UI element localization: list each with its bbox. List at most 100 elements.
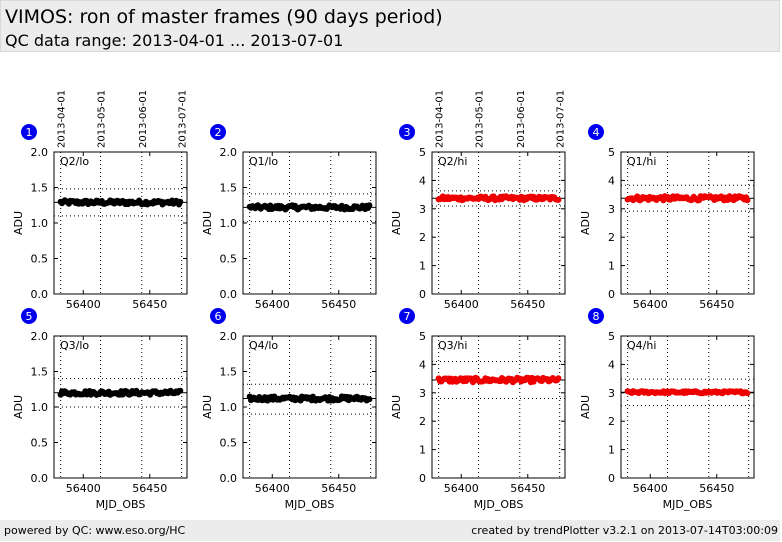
panel-badge: [588, 308, 604, 324]
y-tick-label: 1: [419, 260, 426, 273]
y-tick-label: 0: [419, 288, 426, 301]
y-tick-label: 0: [419, 472, 426, 485]
panel-label: Q3/lo: [60, 339, 89, 352]
panel-badge: [399, 124, 415, 140]
panel-badge: [210, 308, 226, 324]
header-bar: VIMOS: ron of master frames (90 days per…: [0, 0, 780, 52]
date-axis-label: 2013-04-01: [435, 90, 446, 148]
y-tick-label: 0.0: [220, 288, 238, 301]
panel-badge: [21, 308, 37, 324]
y-tick-label: 4: [608, 358, 615, 371]
panel-badge-number: 5: [26, 310, 33, 323]
plot-frame: [620, 151, 755, 295]
y-tick-label: 2: [608, 231, 615, 244]
panel-badge-number: 7: [404, 310, 411, 323]
y-tick-label: 1.0: [220, 401, 238, 414]
panel-badge-number: 4: [593, 126, 600, 139]
x-tick-label: 56400: [255, 482, 290, 495]
panel-badge-number: 6: [215, 310, 222, 323]
plot-frame: [242, 151, 377, 295]
panel-badge-number: 2: [215, 126, 222, 139]
y-tick-label: 5: [608, 330, 615, 343]
x-axis-label: MJD_OBS: [474, 498, 524, 511]
panel-label: Q1/lo: [249, 155, 278, 168]
data-point: [555, 196, 562, 203]
x-tick-label: 56450: [132, 482, 167, 495]
chart-panel-7: 7 0 1 2 3 4 5 56400 56450 ADU MJD_OBS Q3/hi: [390, 308, 566, 511]
y-axis-label: ADU: [201, 211, 214, 235]
y-tick-label: 3: [419, 387, 426, 400]
panel-label: Q4/lo: [249, 339, 278, 352]
y-tick-label: 4: [608, 174, 615, 187]
y-tick-label: 3: [608, 203, 615, 216]
footer-generator: created by trendPlotter v3.2.1 on 2013-0…: [471, 524, 778, 537]
x-tick-label: 56450: [699, 482, 734, 495]
y-tick-label: 5: [608, 146, 615, 159]
y-tick-label: 1.5: [31, 182, 49, 195]
y-tick-label: 4: [419, 174, 426, 187]
chart-panel-2: 2 0.0 0.5 1.0 1.5 2.0 56400 56450 ADU Q1/lo: [201, 124, 377, 311]
date-axis-label: 2013-05-01: [97, 90, 108, 148]
panel-badge: [210, 124, 226, 140]
date-axis-label: 2013-05-01: [475, 90, 486, 148]
chart-panel-6: 6 0.0 0.5 1.0 1.5 2.0 56400 56450 ADU MJD_OBS Q4/l…: [201, 308, 377, 511]
data-point: [555, 375, 562, 382]
y-tick-label: 4: [419, 358, 426, 371]
data-point: [177, 198, 184, 205]
x-tick-label: 56450: [510, 298, 545, 311]
y-tick-label: 0: [608, 288, 615, 301]
y-axis-label: ADU: [390, 211, 403, 235]
plot-frame: [620, 335, 755, 479]
y-axis-label: ADU: [201, 395, 214, 419]
date-axis-label: 2013-06-01: [138, 90, 149, 148]
panel-label: Q2/lo: [60, 155, 89, 168]
panel-badge: [21, 124, 37, 140]
y-axis-label: ADU: [12, 395, 25, 419]
chart-panel-5: 5 0.0 0.5 1.0 1.5 2.0 56400 56450 ADU MJD_OBS Q3/l…: [12, 308, 188, 511]
x-axis-label: MJD_OBS: [96, 498, 146, 511]
y-tick-label: 1.0: [31, 401, 49, 414]
y-tick-label: 2.0: [220, 330, 238, 343]
y-tick-label: 2.0: [220, 146, 238, 159]
y-tick-label: 0.0: [31, 288, 49, 301]
y-tick-label: 1: [608, 260, 615, 273]
data-point: [744, 197, 751, 204]
panel-label: Q4/hi: [627, 339, 656, 352]
x-tick-label: 56400: [633, 298, 668, 311]
y-tick-label: 2: [608, 415, 615, 428]
x-tick-label: 56450: [699, 298, 734, 311]
footer-credit: powered by QC: www.eso.org/HC: [4, 524, 186, 537]
panel-badge: [399, 308, 415, 324]
chart-panel-1: 1 0.0 0.5 1.0 1.5 2.0 56400 56450 ADU Q2/lo 2013-0…: [12, 90, 189, 311]
x-tick-label: 56450: [321, 482, 356, 495]
panel-label: Q2/hi: [438, 155, 467, 168]
y-axis-label: ADU: [579, 211, 592, 235]
page-subtitle: QC data range: 2013-04-01 ... 2013-07-01: [5, 31, 344, 50]
y-tick-label: 1.5: [31, 366, 49, 379]
y-tick-label: 1.0: [220, 217, 238, 230]
panel-badge-number: 1: [26, 126, 33, 139]
x-tick-label: 56450: [132, 298, 167, 311]
y-axis-label: ADU: [12, 211, 25, 235]
y-tick-label: 2.0: [31, 146, 49, 159]
y-axis-label: ADU: [390, 395, 403, 419]
panel-badge: [588, 124, 604, 140]
data-point: [366, 202, 373, 209]
x-tick-label: 56400: [444, 482, 479, 495]
x-tick-label: 56400: [255, 298, 290, 311]
footer-bar: powered by QC: www.eso.org/HC created by…: [0, 520, 780, 541]
plot-frame: [431, 335, 566, 479]
y-tick-label: 3: [419, 203, 426, 216]
panel-label: Q1/hi: [627, 155, 656, 168]
y-tick-label: 3: [608, 387, 615, 400]
data-point: [366, 396, 373, 403]
y-tick-label: 5: [419, 330, 426, 343]
y-tick-label: 1.0: [31, 217, 49, 230]
x-tick-label: 56400: [444, 298, 479, 311]
x-tick-label: 56400: [66, 298, 101, 311]
y-tick-label: 0.5: [31, 437, 49, 450]
date-axis-label: 2013-07-01: [556, 90, 567, 148]
panel-badge-number: 8: [593, 310, 600, 323]
